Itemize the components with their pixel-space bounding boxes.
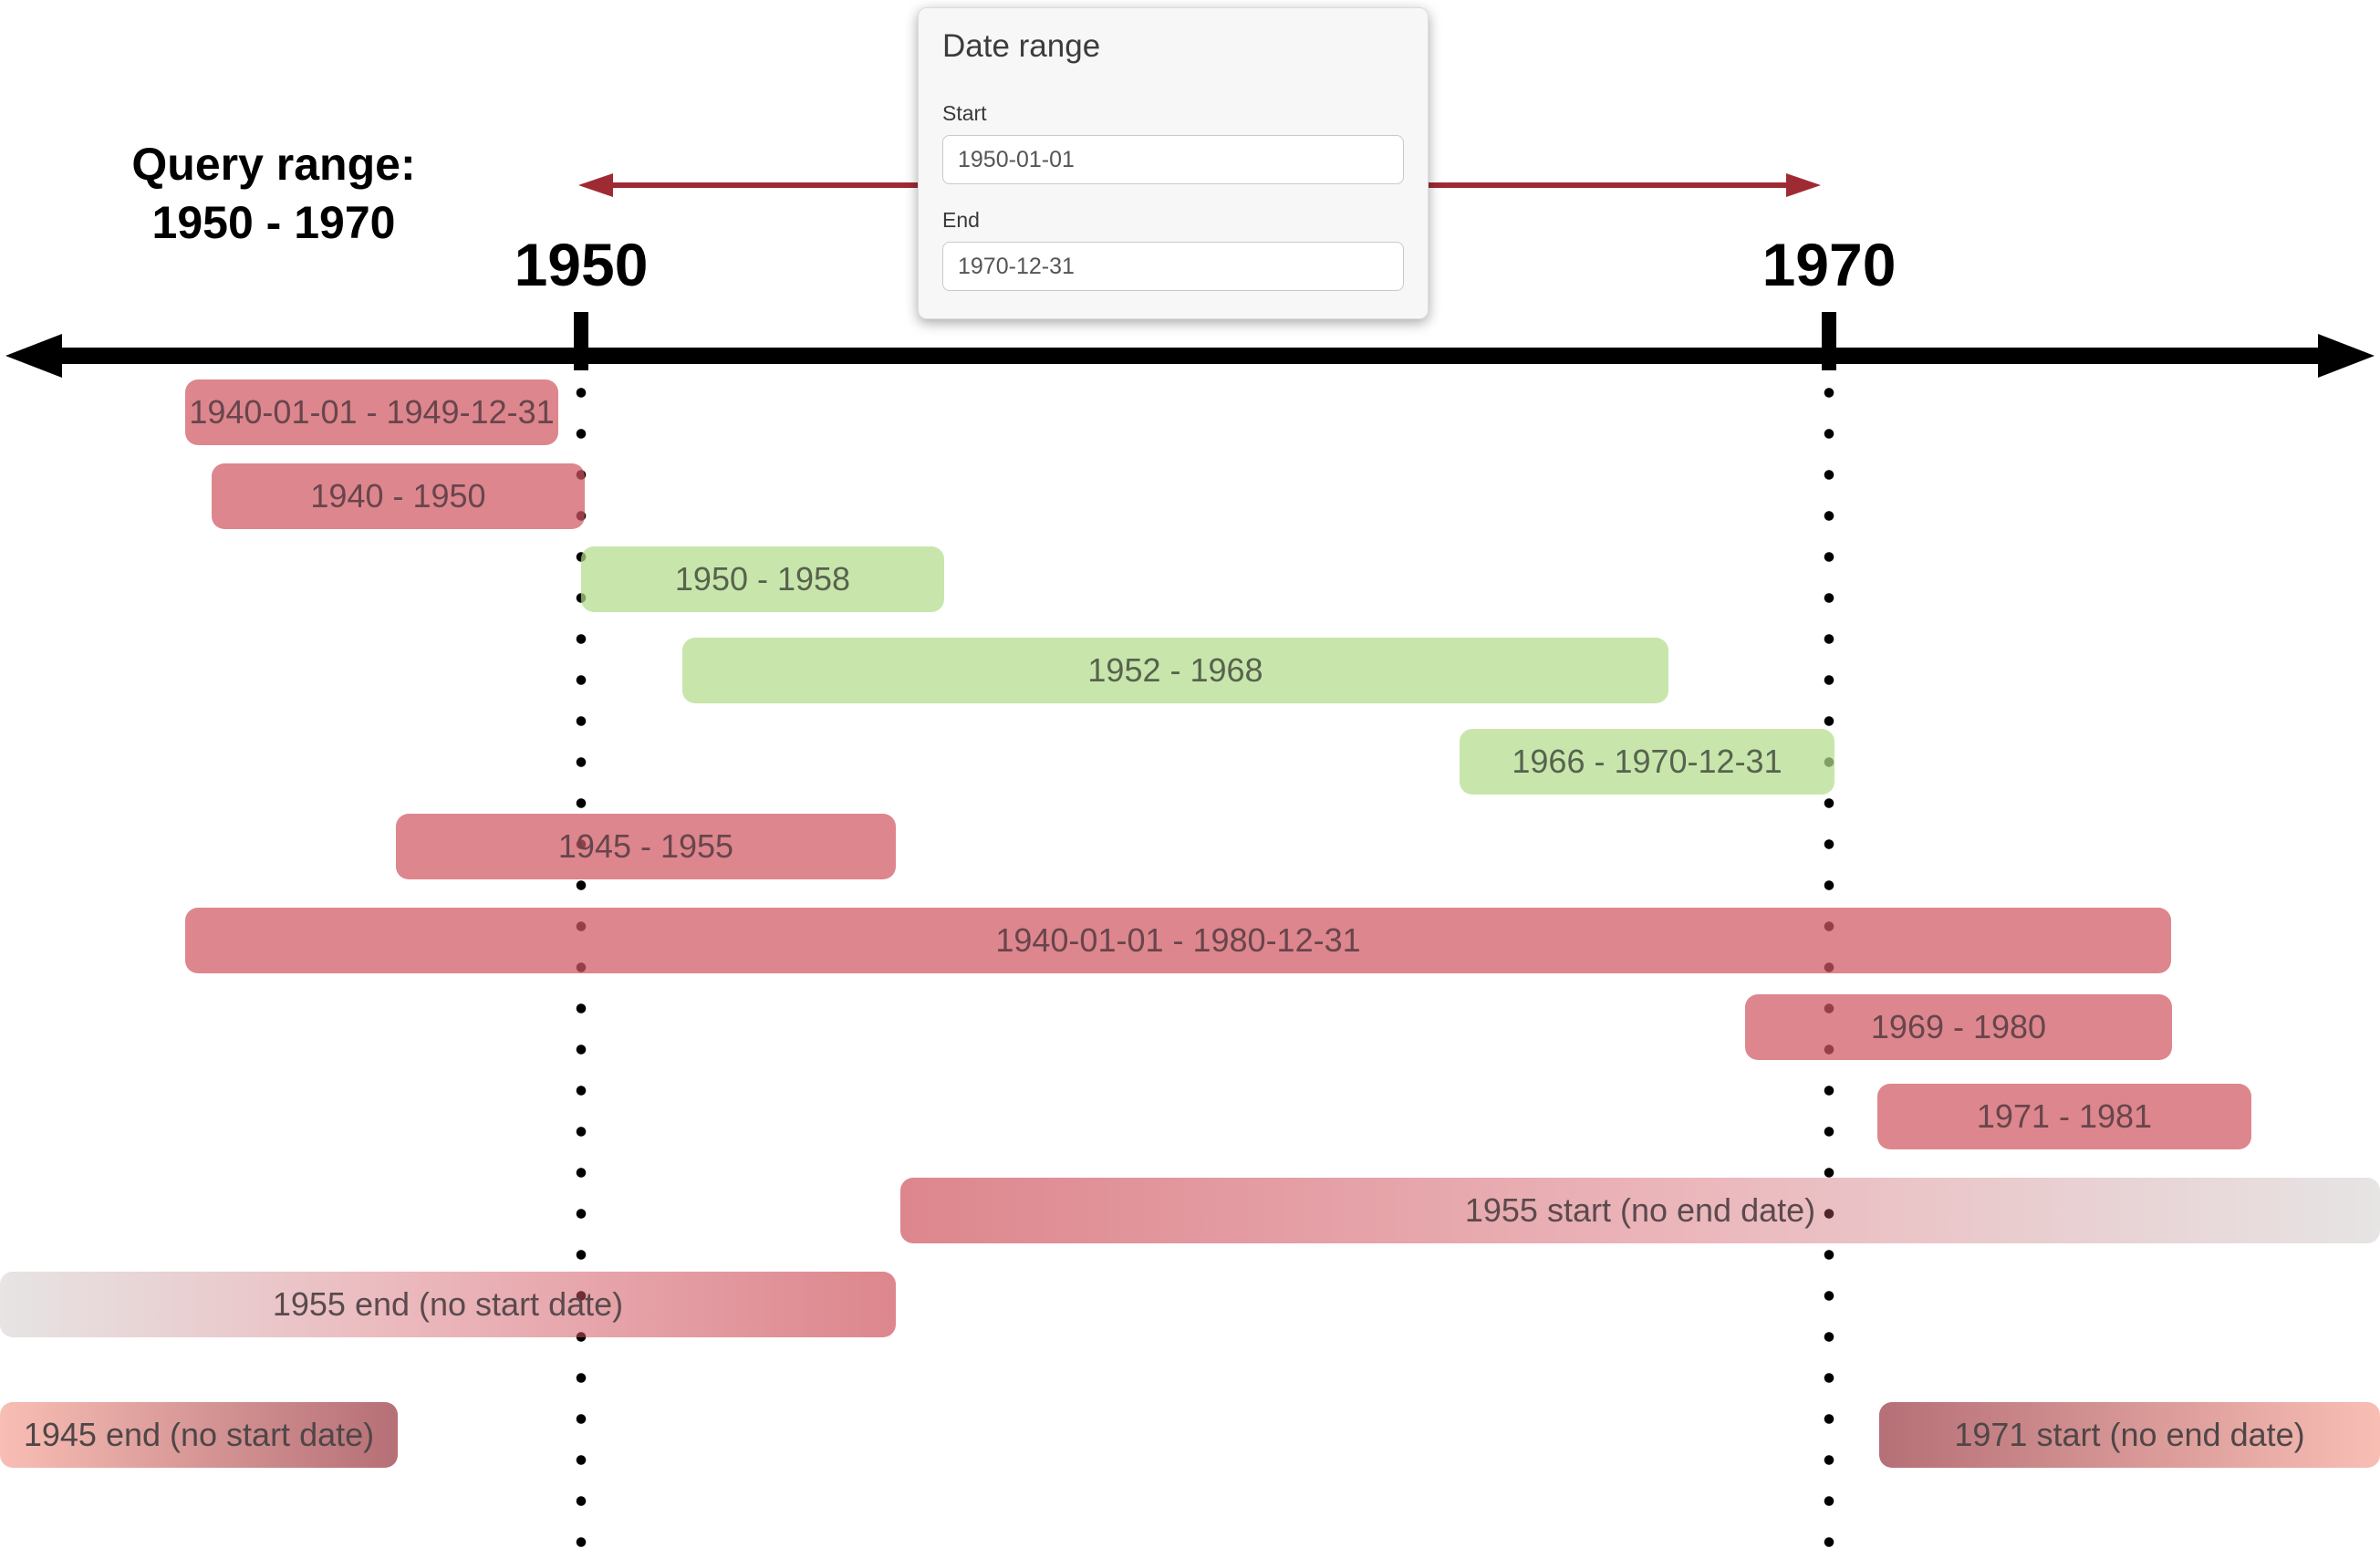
timeline-bar: 1940-01-01 - 1949-12-31	[185, 379, 558, 445]
start-field-label: Start	[942, 101, 987, 125]
timeline-bar: 1940 - 1950	[212, 463, 585, 529]
bar-label: 1940-01-01 - 1980-12-31	[995, 921, 1361, 959]
timeline-bar: 1971 - 1981	[1877, 1084, 2251, 1149]
year-label-1970: 1970	[1762, 231, 1897, 298]
axis-arrow-right-icon	[2318, 334, 2375, 378]
query-range-line1: Query range:	[131, 139, 416, 190]
query-range-line2: 1950 - 1970	[151, 197, 396, 248]
bar-label: 1971 start (no end date)	[1954, 1416, 2305, 1453]
timeline-bar: 1969 - 1980	[1745, 994, 2172, 1060]
bar-label: 1955 start (no end date)	[1464, 1191, 1816, 1229]
bar-label: 1966 - 1970-12-31	[1512, 743, 1782, 780]
bar-label: 1940-01-01 - 1949-12-31	[189, 393, 555, 431]
bar-label: 1945 end (no start date)	[23, 1416, 375, 1453]
query-arrow-right-icon	[1786, 173, 1821, 197]
timeline-bar: 1945 - 1955	[396, 814, 896, 879]
start-date-input[interactable]	[942, 135, 1404, 184]
axis-tick-1950	[574, 312, 588, 370]
timeline-bar: 1950 - 1958	[581, 546, 944, 612]
bar-label: 1952 - 1968	[1087, 651, 1263, 689]
timeline-bar: 1966 - 1970-12-31	[1460, 729, 1834, 795]
bar-label: 1940 - 1950	[310, 477, 486, 514]
panel-title: Date range	[942, 28, 1101, 64]
year-label-1950: 1950	[514, 231, 649, 298]
end-field-label: End	[942, 208, 980, 232]
bar-label: 1955 end (no start date)	[272, 1285, 624, 1323]
query-range-annotation: Query range: 1950 - 1970	[55, 135, 493, 252]
timeline-bar: 1955 end (no start date)	[0, 1272, 896, 1337]
timeline-bar: 1945 end (no start date)	[0, 1402, 398, 1468]
timeline-bar: 1952 - 1968	[682, 638, 1668, 703]
bar-label: 1969 - 1980	[1870, 1008, 2047, 1045]
bar-label: 1971 - 1981	[1976, 1097, 2153, 1135]
timeline-bar: 1971 start (no end date)	[1879, 1402, 2380, 1468]
bar-label: 1950 - 1958	[674, 560, 851, 598]
axis-tick-1970	[1822, 312, 1836, 370]
timeline-bar: 1955 start (no end date)	[900, 1178, 2380, 1243]
timeline-bar: 1940-01-01 - 1980-12-31	[185, 908, 2171, 973]
date-range-panel: Date range Start End	[918, 7, 1429, 319]
axis-line	[51, 348, 2328, 364]
end-date-input[interactable]	[942, 242, 1404, 291]
bar-label: 1945 - 1955	[557, 827, 734, 865]
